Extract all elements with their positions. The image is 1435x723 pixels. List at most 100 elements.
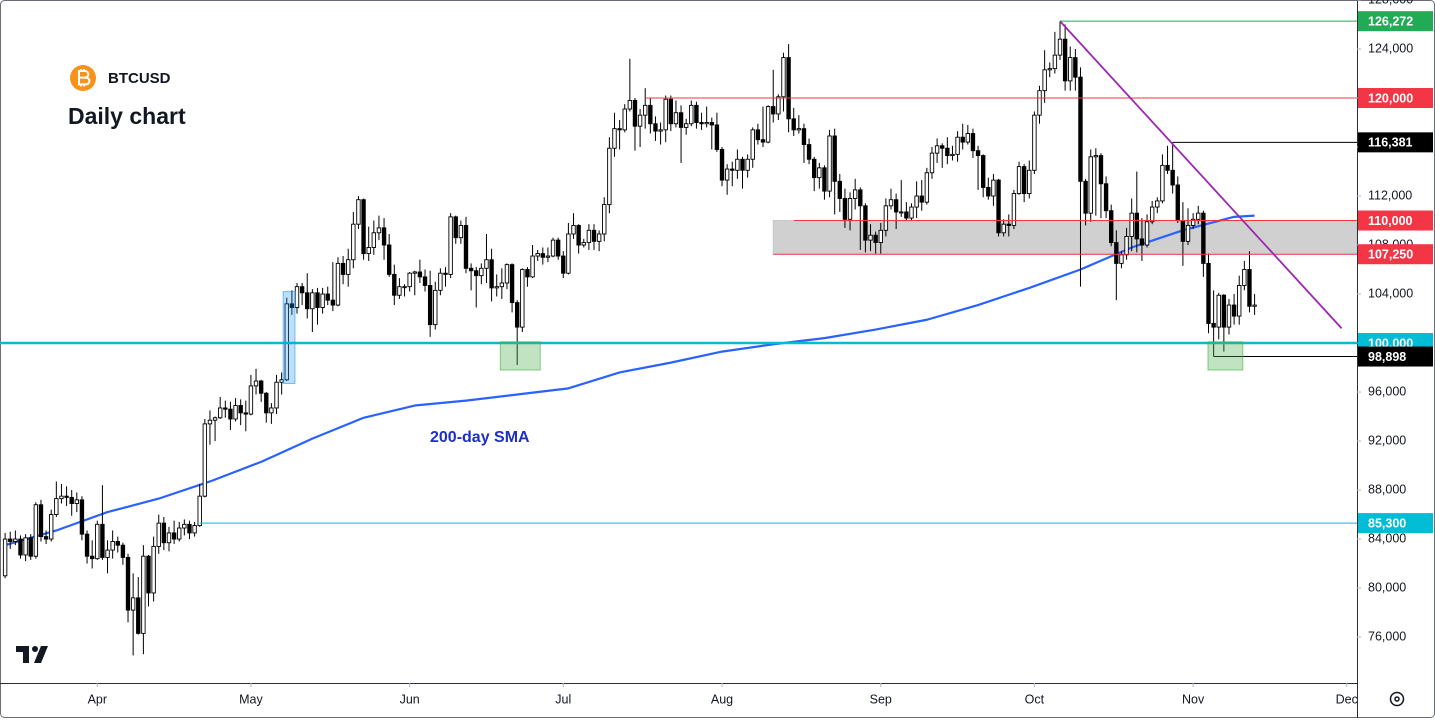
candle-body [463, 224, 469, 269]
candle-body [714, 124, 720, 150]
x-tick-label: Sep [870, 692, 892, 706]
candle-body [832, 135, 837, 182]
candle-body [750, 129, 755, 160]
x-tick-label: May [239, 692, 263, 706]
level-label: 98,898 [1368, 350, 1406, 364]
candle-body [1160, 164, 1165, 202]
candle-body [550, 239, 556, 257]
candle-body [54, 498, 59, 515]
candle-body [264, 392, 269, 414]
candle-body [130, 597, 136, 611]
sma-line [4, 214, 1255, 547]
level-label-box [1358, 244, 1433, 265]
x-tick-label: Jun [400, 692, 420, 706]
candle-body [745, 158, 750, 171]
candle-body [161, 522, 167, 544]
candle-body [361, 199, 366, 255]
candle-body [1180, 220, 1186, 242]
tradingview-logo [16, 646, 48, 663]
candle-body [448, 216, 453, 275]
candle-body [407, 272, 412, 288]
candle-body [648, 104, 653, 125]
candle-body [730, 168, 735, 171]
candle-body [771, 106, 776, 115]
candle-body [1216, 294, 1221, 328]
candle-body [433, 289, 438, 326]
candle-body [443, 272, 448, 275]
trendline [1059, 20, 1343, 329]
level-label-box [1358, 11, 1433, 32]
candle-body [1201, 212, 1206, 264]
candle-body [1175, 184, 1180, 221]
level-label-box [1358, 346, 1433, 367]
candle-body [28, 537, 33, 557]
candle-body [1242, 269, 1247, 286]
candle-body [591, 229, 597, 242]
candle-body [1098, 155, 1104, 185]
candle-body [1093, 155, 1099, 158]
candle-body [924, 172, 930, 203]
candle-body [535, 253, 540, 257]
candle-body [1185, 224, 1191, 242]
candle-body [95, 523, 100, 560]
candle-body [504, 264, 510, 284]
candle-body [305, 292, 310, 310]
candle-body [525, 269, 530, 278]
candle-body [586, 229, 592, 244]
candle-body [392, 273, 397, 296]
candle-body [883, 205, 889, 231]
candle-body [346, 259, 351, 275]
plot-area [0, 20, 1357, 656]
candle-body [1129, 212, 1134, 237]
candle-body [371, 232, 377, 248]
candle-body [622, 108, 627, 131]
candle-body [786, 57, 791, 120]
candle-body [950, 153, 955, 157]
candle-body [1221, 294, 1227, 328]
candle-body [248, 385, 254, 415]
candle-body [806, 144, 812, 160]
candle-body [1032, 114, 1037, 171]
candle-body [899, 211, 904, 214]
candle-body [192, 525, 197, 534]
y-tick-label: 104,000 [1368, 286, 1413, 300]
candle-body [683, 123, 689, 128]
y-tick-label: 128,000 [1368, 0, 1413, 6]
candle-body [23, 537, 28, 556]
candle-body [494, 286, 499, 289]
y-tick-label: 76,000 [1368, 629, 1406, 643]
candle-body [863, 205, 868, 241]
candle-body [847, 198, 853, 220]
zone [499, 341, 541, 371]
candle-body [914, 195, 919, 208]
y-tick-label: 80,000 [1368, 580, 1406, 594]
candle-body [658, 129, 663, 132]
candle-body [540, 253, 545, 258]
candle-body [356, 199, 361, 225]
candle-body [566, 233, 571, 274]
candle-body [1016, 166, 1022, 195]
candle-body [1134, 212, 1139, 240]
level-label: 116,381 [1368, 136, 1413, 150]
candle-body [878, 229, 883, 244]
candle-body [520, 269, 525, 328]
candle-body [187, 523, 192, 534]
candle-body [530, 255, 535, 278]
candle-body [1057, 38, 1063, 56]
candle-body [84, 533, 90, 557]
candle-body [427, 285, 433, 326]
settings-icon[interactable] [1389, 691, 1405, 707]
candle-body [484, 259, 489, 269]
candle-body [182, 523, 187, 529]
candle-body [699, 122, 704, 125]
level-label: 110,000 [1368, 214, 1413, 228]
candle-body [812, 158, 817, 179]
candle-body [581, 242, 586, 246]
candle-body [555, 239, 561, 257]
x-tick-label: Nov [1182, 692, 1205, 706]
candle-body [141, 555, 146, 634]
candle-body [1088, 156, 1093, 214]
y-tick-label: 92,000 [1368, 433, 1406, 447]
candle-body [1226, 304, 1232, 328]
candle-body [822, 167, 827, 192]
